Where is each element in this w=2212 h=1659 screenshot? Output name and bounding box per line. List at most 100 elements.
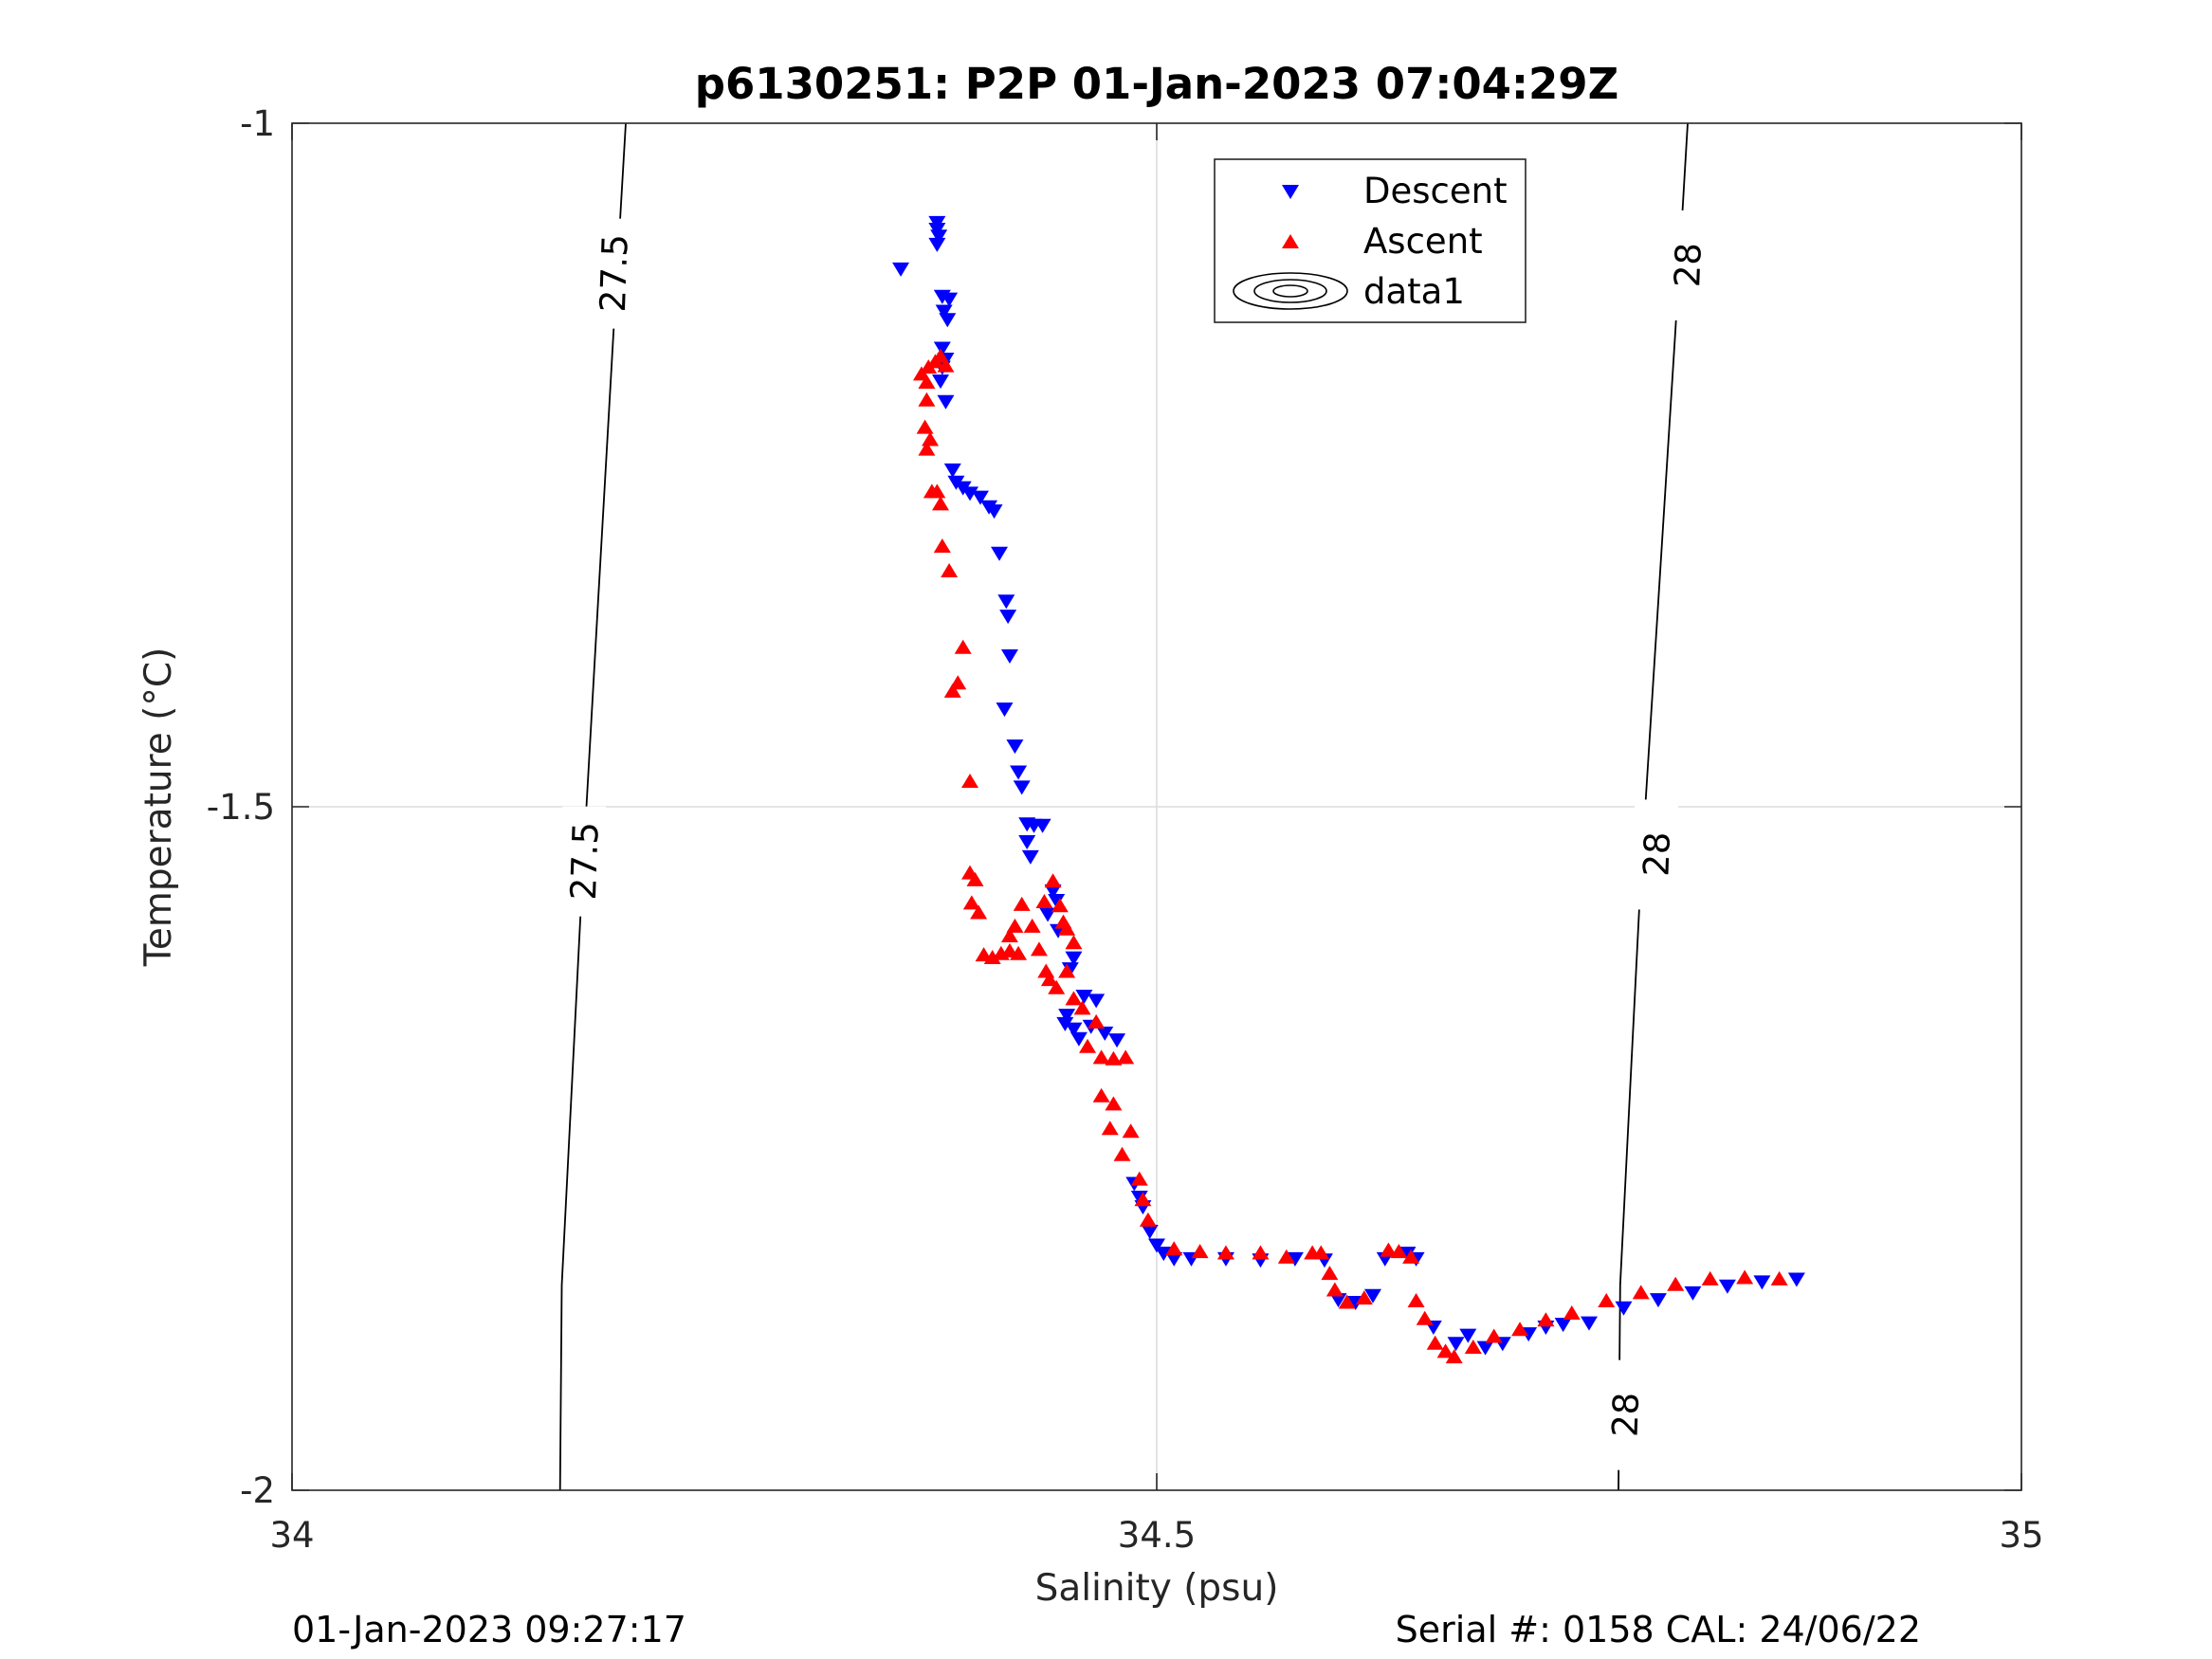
ascent-marker xyxy=(954,639,972,654)
descent-marker xyxy=(1048,894,1066,909)
ascent-marker xyxy=(1139,1212,1157,1227)
ascent-marker xyxy=(970,904,988,920)
ascent-marker xyxy=(1436,1343,1454,1358)
contour-label-gap xyxy=(592,218,636,329)
ascent-marker xyxy=(961,774,979,789)
ascent-marker xyxy=(1040,972,1058,987)
ascent-marker xyxy=(1416,1310,1434,1325)
descent-marker xyxy=(892,262,910,277)
descent-marker xyxy=(991,546,1009,561)
ascent-marker xyxy=(932,496,949,511)
ascent-marker xyxy=(1092,1049,1110,1065)
ascent-marker xyxy=(1058,963,1076,978)
legend-contour-icon xyxy=(1233,272,1348,310)
descent-marker xyxy=(1329,1293,1347,1308)
ascent-marker xyxy=(1044,873,1062,888)
descent-marker xyxy=(1286,1251,1304,1267)
y-axis-label: Temperature (°C) xyxy=(137,647,180,968)
descent-marker xyxy=(939,313,957,328)
contour-label-gap xyxy=(1603,1359,1648,1470)
descent-marker xyxy=(1459,1328,1477,1343)
descent-marker xyxy=(1108,1033,1126,1048)
ascent-marker xyxy=(1088,1013,1106,1029)
ascent-marker xyxy=(1537,1312,1555,1327)
ascent-marker xyxy=(918,374,936,389)
ascent-marker xyxy=(1563,1304,1581,1320)
footer-timestamp: 01-Jan-2023 09:27:17 xyxy=(292,1609,686,1650)
legend-descent-label: Descent xyxy=(1363,171,1508,211)
ascent-marker xyxy=(1058,921,1076,936)
descent-marker xyxy=(1058,1009,1076,1024)
legend-ascent-label: Ascent xyxy=(1363,221,1483,262)
ascent-marker xyxy=(1010,945,1028,960)
contour-label: 27.5 xyxy=(593,233,636,313)
data-markers xyxy=(892,215,1805,1364)
ascent-marker xyxy=(916,419,934,434)
ascent-marker xyxy=(943,683,961,698)
ascent-marker xyxy=(1130,1171,1148,1186)
contour-label-gap xyxy=(1665,210,1709,320)
descent-marker xyxy=(1056,1016,1074,1031)
ascent-marker xyxy=(1065,935,1083,950)
descent-marker xyxy=(1753,1275,1771,1290)
descent-marker xyxy=(1044,884,1062,899)
ascent-marker xyxy=(1770,1270,1788,1285)
descent-marker xyxy=(1006,739,1024,755)
ascent-marker xyxy=(1117,1049,1135,1065)
descent-marker xyxy=(1018,835,1036,850)
ascent-marker xyxy=(1667,1276,1685,1291)
ascent-marker xyxy=(1252,1245,1270,1260)
descent-marker xyxy=(971,490,989,505)
descent-marker xyxy=(1364,1288,1381,1304)
chart-title: p6130251: P2P 01-Jan-2023 07:04:29Z xyxy=(695,59,1619,109)
ascent-marker xyxy=(1402,1249,1420,1264)
descent-marker xyxy=(1684,1285,1702,1301)
ascent-marker xyxy=(1105,1096,1123,1111)
contour-label-gap xyxy=(562,806,607,917)
ascent-marker xyxy=(1023,918,1041,933)
descent-marker xyxy=(1141,1225,1159,1240)
ascent-marker xyxy=(1701,1270,1719,1285)
ascent-marker xyxy=(1321,1266,1339,1281)
descent-marker xyxy=(941,292,959,307)
contour-label: 28 xyxy=(1667,242,1709,288)
ascent-marker xyxy=(1277,1249,1295,1264)
descent-marker xyxy=(1398,1247,1417,1262)
descent-marker xyxy=(1787,1272,1805,1287)
ascent-marker xyxy=(923,483,941,499)
x-tick-label: 35 xyxy=(1999,1515,2043,1556)
y-tick-label: -1 xyxy=(240,103,275,144)
legend-descent-marker xyxy=(1282,185,1299,199)
ascent-marker xyxy=(937,357,955,373)
ascent-marker xyxy=(1006,918,1024,933)
descent-marker xyxy=(1088,994,1106,1009)
ascent-marker xyxy=(933,538,951,554)
descent-marker xyxy=(1013,780,1031,795)
ascent-marker xyxy=(1035,893,1053,908)
ascent-marker xyxy=(918,392,936,407)
descent-marker xyxy=(943,463,961,478)
ascent-marker xyxy=(1113,1146,1131,1161)
ascent-marker xyxy=(922,431,940,447)
descent-marker xyxy=(1554,1318,1572,1333)
ascent-marker xyxy=(1092,1087,1110,1103)
ascent-marker xyxy=(941,562,959,577)
ascent-marker xyxy=(1122,1123,1140,1139)
ascent-marker xyxy=(1445,1349,1463,1364)
descent-marker xyxy=(1476,1340,1494,1356)
legend-ascent-marker xyxy=(1282,234,1299,248)
ascent-marker xyxy=(1598,1293,1616,1308)
ascent-marker xyxy=(1048,979,1066,994)
ascent-marker xyxy=(1134,1192,1152,1207)
descent-marker xyxy=(1065,1022,1083,1037)
ascent-marker xyxy=(1325,1282,1344,1297)
descent-marker xyxy=(1148,1238,1165,1253)
descent-marker xyxy=(997,594,1015,610)
ascent-marker xyxy=(1632,1285,1650,1300)
descent-marker xyxy=(1165,1251,1183,1267)
ascent-marker xyxy=(1338,1294,1356,1309)
ascent-marker xyxy=(932,348,949,363)
ascent-marker xyxy=(918,441,936,456)
descent-marker xyxy=(1581,1316,1598,1331)
ascent-marker xyxy=(1101,1121,1119,1136)
